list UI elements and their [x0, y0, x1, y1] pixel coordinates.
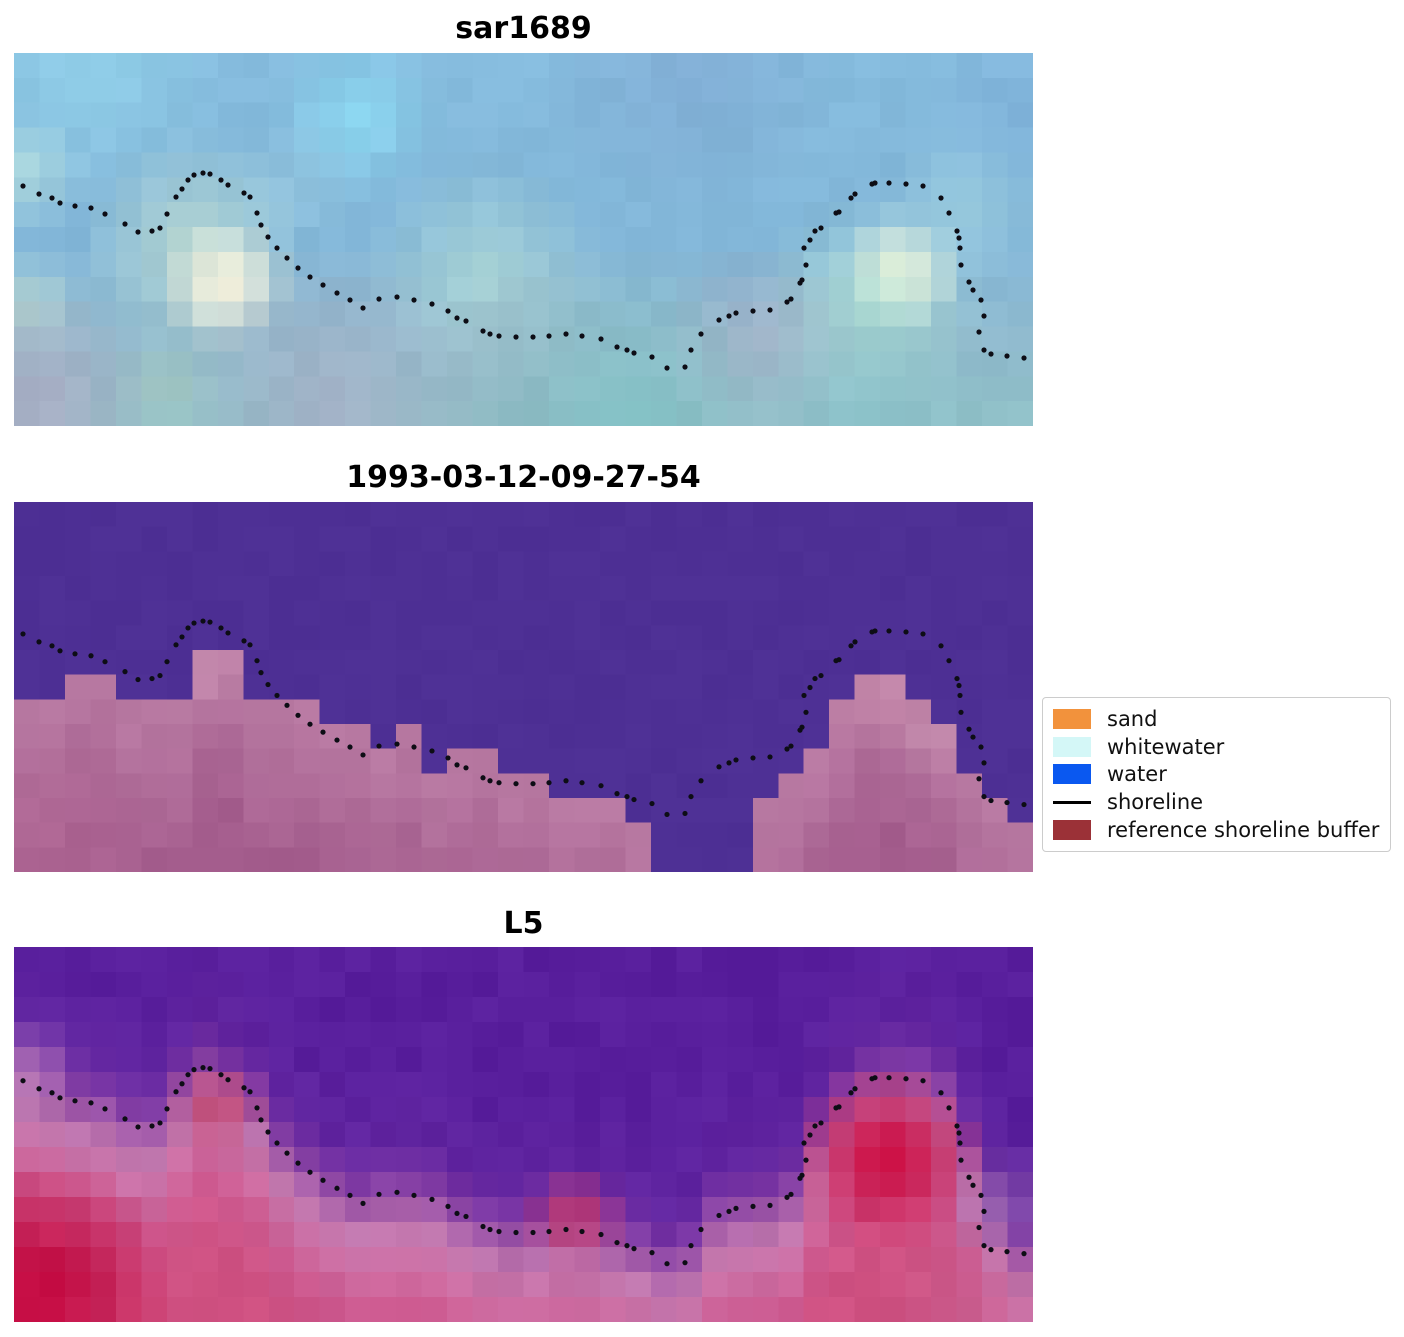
legend-label-sand: sand — [1107, 706, 1158, 731]
water-color-swatch — [1053, 764, 1091, 785]
panel-title-sar: sar1689 — [455, 11, 592, 46]
sar-image-canvas — [14, 53, 1033, 426]
whitewater-color-swatch — [1053, 736, 1091, 757]
legend-item-water: water — [1053, 762, 1380, 786]
sand-color-swatch — [1053, 708, 1091, 729]
panel-title-l5: L5 — [503, 906, 544, 941]
legend-label-reference-shoreline-buffer: reference shoreline buffer — [1107, 818, 1380, 843]
l5-image-canvas — [14, 947, 1033, 1322]
shoreline-dots-overlay — [20, 618, 1027, 818]
legend-label-whitewater: whitewater — [1107, 734, 1225, 759]
shoreline-dots-overlay — [20, 170, 1027, 371]
l5-image-panel — [14, 947, 1033, 1322]
legend: sand whitewater water shoreline referenc… — [1042, 697, 1391, 852]
legend-item-sand: sand — [1053, 707, 1380, 731]
classified-image-canvas — [14, 502, 1033, 872]
legend-label-water: water — [1107, 762, 1167, 787]
legend-label-shoreline: shoreline — [1107, 790, 1204, 815]
shoreline-dots-overlay — [20, 1065, 1027, 1267]
sar-image-panel — [14, 53, 1033, 426]
legend-item-whitewater: whitewater — [1053, 735, 1380, 759]
reference-shoreline-buffer-color-swatch — [1053, 820, 1091, 841]
legend-item-shoreline: shoreline — [1053, 790, 1380, 814]
classified-image-panel — [14, 502, 1033, 872]
legend-item-reference-shoreline-buffer: reference shoreline buffer — [1053, 818, 1380, 842]
shoreline-line-swatch — [1053, 800, 1091, 804]
panel-title-date: 1993-03-12-09-27-54 — [346, 460, 701, 495]
